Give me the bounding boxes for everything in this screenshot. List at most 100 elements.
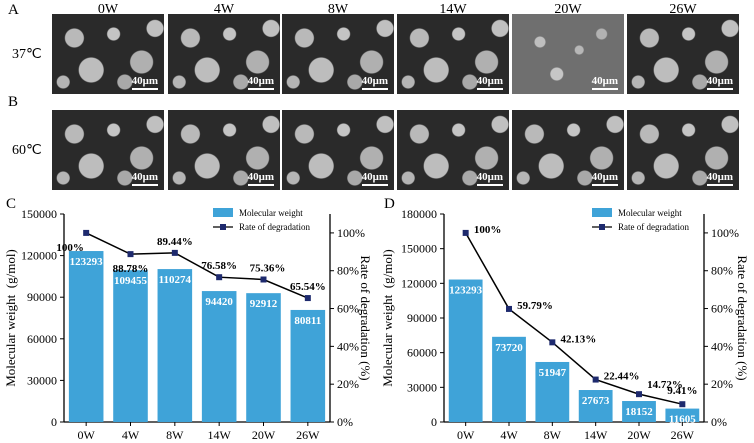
bar-value-label: 109455 [114, 275, 148, 287]
bar [201, 291, 237, 422]
sem-image: 40μm [397, 110, 509, 190]
scale-bar: 40μm [132, 171, 158, 186]
sem-image: 40μm [512, 14, 624, 94]
sem-image: 40μm [627, 110, 739, 190]
bar [535, 361, 570, 422]
y-tick-label-right: 100% [711, 226, 739, 240]
y-tick-label-left: 60000 [27, 332, 57, 346]
legend-bar-swatch [592, 208, 612, 217]
bar [665, 408, 700, 422]
scale-bar: 40μm [362, 171, 388, 186]
x-tick-label: 26W [671, 428, 695, 442]
bar-value-label: 80811 [294, 315, 321, 327]
chart-d: 0 30000 60000 90000 120000 150000 180000 0% 20% 4… [380, 207, 750, 442]
bar-value-label: 27673 [582, 395, 610, 407]
x-tick-label: 0W [457, 428, 475, 442]
bar-value-label: 92912 [250, 298, 278, 310]
y-tick-label-right: 0% [337, 415, 353, 429]
y-tick-label-left: 30000 [27, 373, 57, 387]
bar-value-label: 73720 [495, 342, 523, 354]
week-label: 4W [213, 2, 235, 17]
bar-value-label: 110274 [159, 274, 192, 286]
degradation-point [506, 305, 512, 312]
degradation-label: 76.58% [201, 260, 237, 272]
y-axis-title-left: Molecular weight (g/mol) [380, 249, 395, 387]
sem-image: 40μm [52, 14, 164, 94]
scale-bar: 40μm [248, 171, 274, 186]
y-axis-title-right: Rate of degradation (%) [735, 255, 750, 380]
week-label: 0W [97, 2, 119, 17]
degradation-point [171, 249, 178, 256]
y-tick-label-left: 120000 [21, 249, 57, 263]
y-axis-title-right: Rate of degradation (%) [358, 255, 373, 380]
y-tick-label-left: 150000 [401, 242, 437, 256]
scale-bar: 40μm [592, 171, 618, 186]
x-tick-label: 20W [252, 428, 276, 442]
y-tick-label-left: 0 [431, 415, 437, 429]
week-label: 20W [554, 2, 582, 17]
degradation-line [85, 232, 309, 299]
legend-bar-swatch [213, 208, 233, 217]
degradation-point [636, 391, 642, 398]
panel-letter-a: A [8, 2, 19, 18]
y-tick-label-right: 80% [711, 264, 733, 278]
degradation-line [465, 232, 683, 405]
y-tick-label-right: 20% [337, 377, 359, 391]
bar [246, 293, 281, 422]
degradation-label: 22.44% [604, 371, 640, 383]
temperature-label: 60℃ [12, 143, 42, 158]
y-tick-label-right: 20% [711, 377, 733, 391]
degradation-label: 14.72% [647, 379, 683, 391]
y-tick-label-right: 40% [337, 339, 359, 353]
degradation-point [592, 376, 599, 383]
bar [68, 251, 104, 422]
week-label: 8W [327, 2, 349, 17]
degradation-label: 9.41% [667, 385, 697, 397]
degradation-point [549, 339, 556, 346]
x-tick-label: 4W [500, 428, 518, 442]
x-tick-label: 14W [208, 428, 232, 442]
chart-c: 0 30000 60000 90000 120000 150000 0% 20% 40% 60% 8… [3, 207, 373, 442]
sem-image: 40μm [397, 14, 509, 94]
bar [113, 270, 148, 422]
y-tick-label-right: 60% [337, 302, 359, 316]
week-label: 26W [669, 2, 697, 17]
degradation-point [304, 295, 311, 302]
x-tick-label: 14W [584, 428, 608, 442]
degradation-label: 75.36% [250, 263, 286, 275]
legend-line-marker [220, 224, 226, 230]
scale-bar: 40μm [477, 171, 503, 186]
degradation-label: 89.44% [157, 236, 193, 248]
degradation-label: 65.54% [290, 281, 326, 293]
legend-bar-label: Molecular weight [239, 208, 303, 218]
bar-value-label: 123293 [70, 256, 104, 268]
week-label: 14W [439, 2, 467, 17]
bar [492, 336, 526, 422]
degradation-point [83, 229, 90, 236]
legend-line-marker [599, 224, 605, 230]
sem-image: 40μm [512, 110, 624, 190]
y-tick-label-left: 180000 [401, 207, 437, 221]
y-tick-label-right: 80% [337, 264, 359, 278]
degradation-label: 88.78% [113, 263, 149, 275]
legend-line-label: Rate of degradation [239, 222, 310, 232]
degradation-label: 42.13% [560, 333, 596, 345]
legend-bar-label: Molecular weight [618, 208, 682, 218]
scale-bar: 40μm [248, 75, 274, 90]
sem-image: 40μm [282, 14, 394, 94]
sem-image: 40μm [282, 110, 394, 190]
panel-letter-b: B [8, 94, 19, 110]
scale-bar: 40μm [592, 75, 618, 90]
x-tick-label: 26W [296, 428, 320, 442]
panel-letter-d: D [384, 196, 395, 212]
x-tick-label: 8W [166, 428, 184, 442]
bar [448, 279, 483, 422]
bar [290, 309, 326, 422]
x-tick-label: 8W [544, 428, 562, 442]
temperature-label: 37℃ [12, 47, 42, 62]
degradation-point [216, 274, 223, 281]
bar [157, 269, 193, 422]
y-tick-label-left: 120000 [401, 276, 437, 290]
y-tick-label-left: 90000 [27, 290, 57, 304]
bar-value-label: 51947 [539, 367, 567, 379]
